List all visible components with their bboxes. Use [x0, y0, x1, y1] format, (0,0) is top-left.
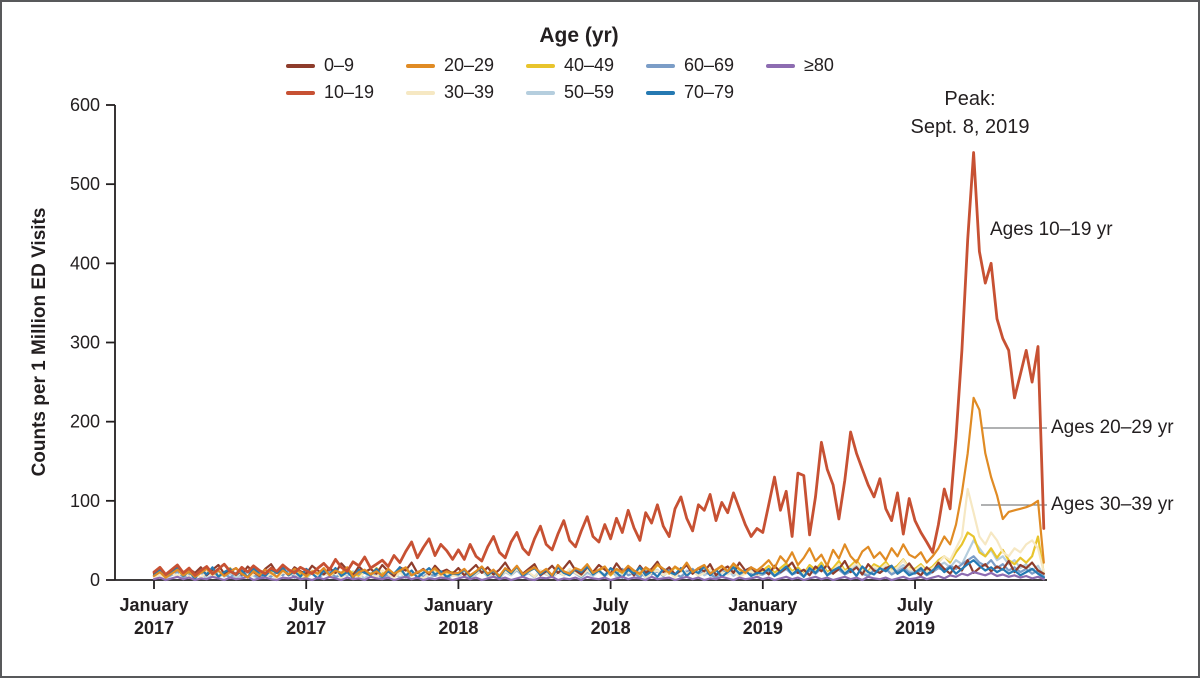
legend-swatch-icon [286, 63, 315, 68]
series-line-10–19 [152, 151, 1046, 577]
legend-swatch-icon [526, 63, 555, 68]
legend-item-60–69: 60–69 [646, 55, 766, 76]
y-tick-label: 600 [70, 95, 100, 115]
x-tick-month-label: July [593, 595, 629, 615]
legend-item-label: 70–79 [684, 82, 735, 102]
legend-swatch-icon [646, 63, 675, 68]
x-tick-year-label: 2017 [134, 618, 174, 638]
legend-item-0–9: 0–9 [286, 55, 406, 76]
x-tick-month-label: July [288, 595, 324, 615]
legend: 0–9 10–19 20–29 30–39 40–49 50–59 60–69 70–79 ≥8… [286, 52, 886, 106]
legend-swatch-icon [526, 90, 555, 95]
peak-annotation-line2: Sept. 8, 2019 [910, 116, 1030, 138]
x-tick-month-label: January [424, 595, 493, 615]
legend-item-30–39: 30–39 [406, 82, 526, 103]
peak-annotation: Peak: Sept. 8, 2019 [911, 85, 1030, 141]
y-tick-label: 200 [70, 412, 100, 432]
legend-swatch-icon [286, 90, 315, 95]
legend-item-10–19: 10–19 [286, 82, 406, 103]
x-tick-year-label: 2019 [743, 618, 783, 638]
legend-item-40–49: 40–49 [526, 55, 646, 76]
x-tick-year-label: 2018 [438, 618, 478, 638]
legend-item-label: 60–69 [684, 55, 735, 75]
x-tick-year-label: 2018 [591, 618, 631, 638]
y-tick-label: 400 [70, 253, 100, 273]
series-line-≥80 [152, 570, 1045, 582]
ages-30-39-label: Ages 30–39 yr [1051, 494, 1174, 515]
legend-item-label: 0–9 [324, 55, 355, 75]
x-tick-month-label: July [897, 595, 933, 615]
y-tick-label: 300 [70, 333, 100, 353]
legend-item-50–59: 50–59 [526, 82, 646, 103]
legend-swatch-icon [766, 63, 795, 68]
legend-item-20–29: 20–29 [406, 55, 526, 76]
legend-swatch-icon [646, 90, 675, 95]
peak-annotation-line1: Peak: [944, 88, 996, 110]
x-tick-month-label: January [119, 595, 188, 615]
legend-title: Age (yr) [539, 24, 619, 47]
legend-item-label: 20–29 [444, 55, 495, 75]
legend-item-≥80: ≥80 [766, 55, 886, 76]
legend-item-label: ≥80 [804, 55, 834, 75]
y-tick-label: 100 [70, 491, 100, 511]
legend-swatch-icon [406, 63, 435, 68]
series-line-30–39 [152, 487, 1045, 580]
legend-item-label: 50–59 [564, 82, 615, 102]
y-tick-label: 0 [90, 570, 100, 590]
legend-item-label: 10–19 [324, 82, 375, 102]
ages-10-19-label: Ages 10–19 yr [990, 219, 1113, 240]
x-tick-month-label: January [728, 595, 797, 615]
x-tick-year-label: 2019 [895, 618, 935, 638]
series-line-20–29 [152, 396, 1045, 579]
x-tick-year-label: 2017 [286, 618, 326, 638]
y-tick-label: 500 [70, 174, 100, 194]
legend-swatch-icon [406, 90, 435, 95]
legend-item-70–79: 70–79 [646, 82, 766, 103]
legend-item-label: 30–39 [444, 82, 495, 102]
ages-20-29-label: Ages 20–29 yr [1051, 417, 1174, 438]
legend-item-label: 40–49 [564, 55, 615, 75]
